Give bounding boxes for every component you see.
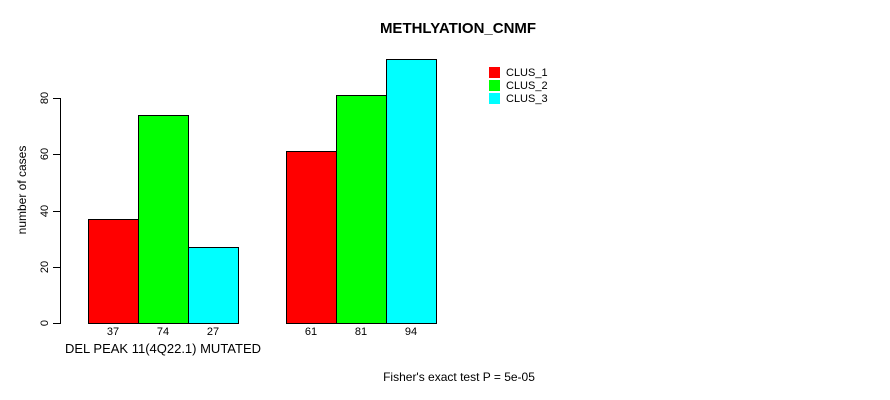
bar-value-label: 74 bbox=[156, 326, 170, 338]
chart-title: METHLYATION_CNMF bbox=[379, 20, 537, 37]
y-tick-label: 80 bbox=[39, 91, 51, 105]
y-tick-label: 60 bbox=[39, 148, 51, 161]
y-tick-mark bbox=[53, 210, 60, 212]
legend-item-clus_3: CLUS_3 bbox=[489, 92, 548, 105]
legend-item-clus_2: CLUS_2 bbox=[489, 79, 548, 92]
legend-label: CLUS_1 bbox=[506, 66, 548, 79]
bar-value-label: 94 bbox=[404, 326, 418, 338]
legend-label: CLUS_3 bbox=[506, 92, 548, 105]
bar-clus_3-group2 bbox=[386, 59, 437, 324]
bar-clus_2-group1 bbox=[138, 115, 189, 324]
y-axis-line bbox=[60, 98, 61, 324]
bar-clus_1-group1 bbox=[88, 219, 139, 324]
y-tick-label: 20 bbox=[39, 260, 51, 273]
bar-value-label: 61 bbox=[304, 326, 318, 338]
x-axis-label: DEL PEAK 11(4Q22.1) MUTATED bbox=[64, 341, 262, 356]
y-tick-mark bbox=[53, 154, 60, 156]
footnote-pvalue: Fisher's exact test P = 5e-05 bbox=[383, 370, 535, 384]
legend-item-clus_1: CLUS_1 bbox=[489, 66, 548, 79]
y-tick-mark bbox=[53, 323, 60, 324]
y-tick-label: 40 bbox=[39, 204, 51, 217]
bar-clus_1-group2 bbox=[286, 151, 337, 324]
bar-value-label: 27 bbox=[206, 326, 220, 338]
legend-swatch-clus_1 bbox=[489, 67, 500, 78]
y-tick-mark bbox=[53, 98, 60, 99]
bar-clus_2-group2 bbox=[336, 95, 387, 324]
y-axis-label: number of cases bbox=[15, 145, 29, 235]
legend-swatch-clus_3 bbox=[489, 93, 500, 104]
y-tick-mark bbox=[53, 266, 60, 268]
bar-value-label: 37 bbox=[106, 326, 120, 338]
bar-value-label: 81 bbox=[354, 326, 368, 338]
legend-label: CLUS_2 bbox=[506, 79, 548, 92]
bar-clus_3-group1 bbox=[188, 247, 239, 324]
legend-swatch-clus_2 bbox=[489, 80, 500, 91]
y-tick-label: 0 bbox=[39, 319, 51, 327]
